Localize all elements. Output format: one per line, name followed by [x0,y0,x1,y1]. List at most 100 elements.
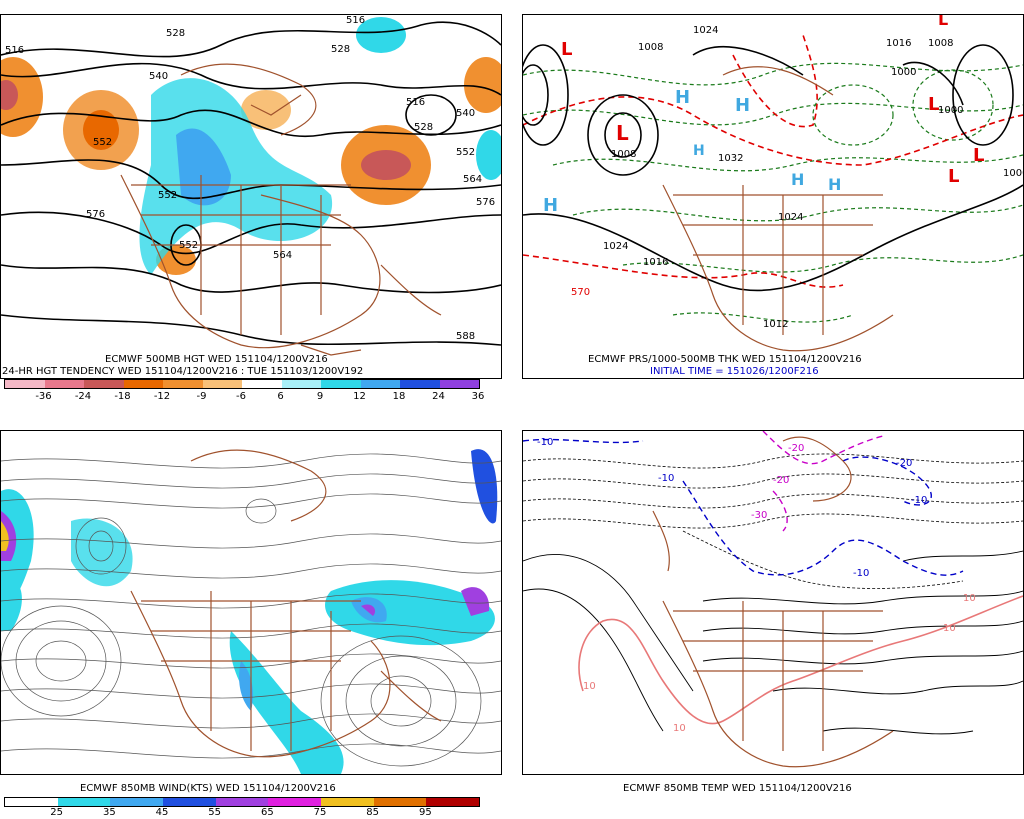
colorbar-swatch [84,380,124,388]
isobar-label: 1008 [638,42,663,53]
thickness-label: 570 [571,287,590,298]
colorbar-swatch [202,380,242,388]
isotherm-label: -30 [751,510,767,521]
colorbar-swatch [163,380,203,388]
colorbar-tick-label: -12 [153,391,171,402]
colorbar-swatch [5,798,58,806]
colorbar-swatch [321,380,361,388]
panel-850mb-temp: -10 -10 -20 -20 -30 -10 -10 -20 10 10 10… [520,416,1024,819]
low-pressure-marker: L [973,145,984,166]
colorbar-tick-label: -18 [114,391,131,402]
colorbar-tick-label: -6 [236,391,246,402]
high-pressure-marker: H [693,143,705,159]
colorbar-swatch [5,380,45,388]
contour-label: 540 [456,108,475,119]
colorbar-tick-label: -36 [35,391,52,402]
high-pressure-marker: H [735,95,750,116]
colorbar-tick-label: -24 [74,391,92,402]
low-pressure-marker: L [928,94,939,115]
colorbar-swatch [373,798,427,806]
colorbar-tick-label: -9 [196,391,207,402]
colorbar-tick-label: 85 [366,807,380,818]
isobar-label: 1016 [886,38,911,49]
isotherm-label: -20 [896,458,912,469]
colorbar-swatch [281,380,321,388]
colorbar-swatch [321,798,374,806]
high-pressure-marker: H [543,195,558,216]
colorbar-tick-label: 55 [208,807,222,818]
high-pressure-marker: H [828,175,841,194]
colorbar-tick-label: 36 [471,391,485,402]
map-850mb-temp: -10 -10 -20 -20 -30 -10 -10 -20 10 10 10… [522,430,1024,775]
contour-label: 516 [406,97,425,108]
contour-label: 540 [149,71,168,82]
high-pressure-marker: H [675,87,690,108]
colorbar-tick-label: 45 [155,807,169,818]
colorbar-swatch [439,380,479,388]
colorbar-tick-label: 12 [353,391,366,402]
contour-label: 528 [331,44,350,55]
isobar-label: 1024 [603,241,628,252]
isotherm-label: -20 [788,443,804,454]
colorbar-swatch [123,380,163,388]
contour-label: 528 [166,28,185,39]
isotherm-label: 10 [583,681,596,692]
colorbar-tick-label: 9 [316,391,324,402]
colorbar-swatch [57,798,111,806]
isobar-label: 1024 [778,212,803,223]
contour-label: 552 [158,190,177,201]
low-pressure-marker: L [948,166,959,187]
isobar-label: 1016 [643,257,668,268]
isobar-label: 1008 [611,149,636,160]
colorbar-swatch [400,380,440,388]
colorbar-ticks: 25 35 45 55 65 75 85 95 [4,807,478,819]
isotherm-label: -20 [773,475,789,486]
low-pressure-marker: L [938,15,948,29]
colorbar-tick-label: 35 [102,807,116,818]
panel-caption: ECMWF 850MB WIND(KTS) WED 151104/1200V21… [80,783,336,794]
colorbar-tick-label: 75 [313,807,327,818]
isotherm-label: -10 [911,495,927,506]
isobar-label: 1012 [763,319,788,330]
panel-500mb-height: 516 528 516 528 540 552 516 528 540 552 … [0,0,504,403]
colorbar-swatch [163,798,216,806]
isobar-label: 1008 [928,38,953,49]
colorbar-swatch [268,798,322,806]
isotherm-label: -10 [853,568,869,579]
colorbar-tick-label: 65 [260,807,274,818]
contour-label: 564 [273,250,292,261]
colorbar [4,797,480,807]
colorbar-tick-label: 18 [392,391,406,402]
contour-label: 552 [93,137,112,148]
isobar-label: 1000 [891,67,916,78]
contour-label: 516 [346,15,365,26]
panel-850mb-wind: ECMWF 850MB WIND(KTS) WED 151104/1200V21… [0,416,504,819]
panel-pressure-thickness: L L L L L L H H H H H H 1008 1008 1000 1… [520,0,1024,400]
panel-caption: ECMWF PRS/1000-500MB THK WED 151104/1200… [588,354,862,365]
colorbar-tick-label: 95 [418,807,432,818]
colorbar-swatch [242,380,282,388]
colorbar [4,379,480,389]
low-pressure-marker: L [561,39,572,60]
colorbar-swatch [215,798,269,806]
contour-label: 552 [456,147,475,158]
colorbar-ticks: -36 -24 -18 -12 -9 -6 6 9 12 18 24 36 [4,391,484,403]
contour-label: 576 [86,209,105,220]
isotherm-label: 10 [673,723,686,734]
isotherm-label: 10 [963,593,976,604]
contour-label: 528 [414,122,433,133]
isobar-label: 1032 [718,153,743,164]
high-pressure-marker: H [791,170,804,189]
colorbar-swatch [360,380,400,388]
isobar-label: 1000 [1003,168,1023,179]
contour-label: 588 [456,331,475,342]
colorbar-swatch [426,798,480,806]
colorbar-swatch [110,798,164,806]
isotherm-label: -10 [658,473,674,484]
panel-caption: ECMWF 500MB HGT WED 151104/1200V216 [105,354,328,365]
contour-label: 552 [179,240,198,251]
map-pressure-thickness: L L L L L L H H H H H H 1008 1008 1000 1… [522,14,1024,379]
contour-label: 516 [5,45,24,56]
contour-label: 564 [463,174,482,185]
panel-caption: 24-HR HGT TENDENCY WED 151104/1200V216 :… [2,366,364,377]
